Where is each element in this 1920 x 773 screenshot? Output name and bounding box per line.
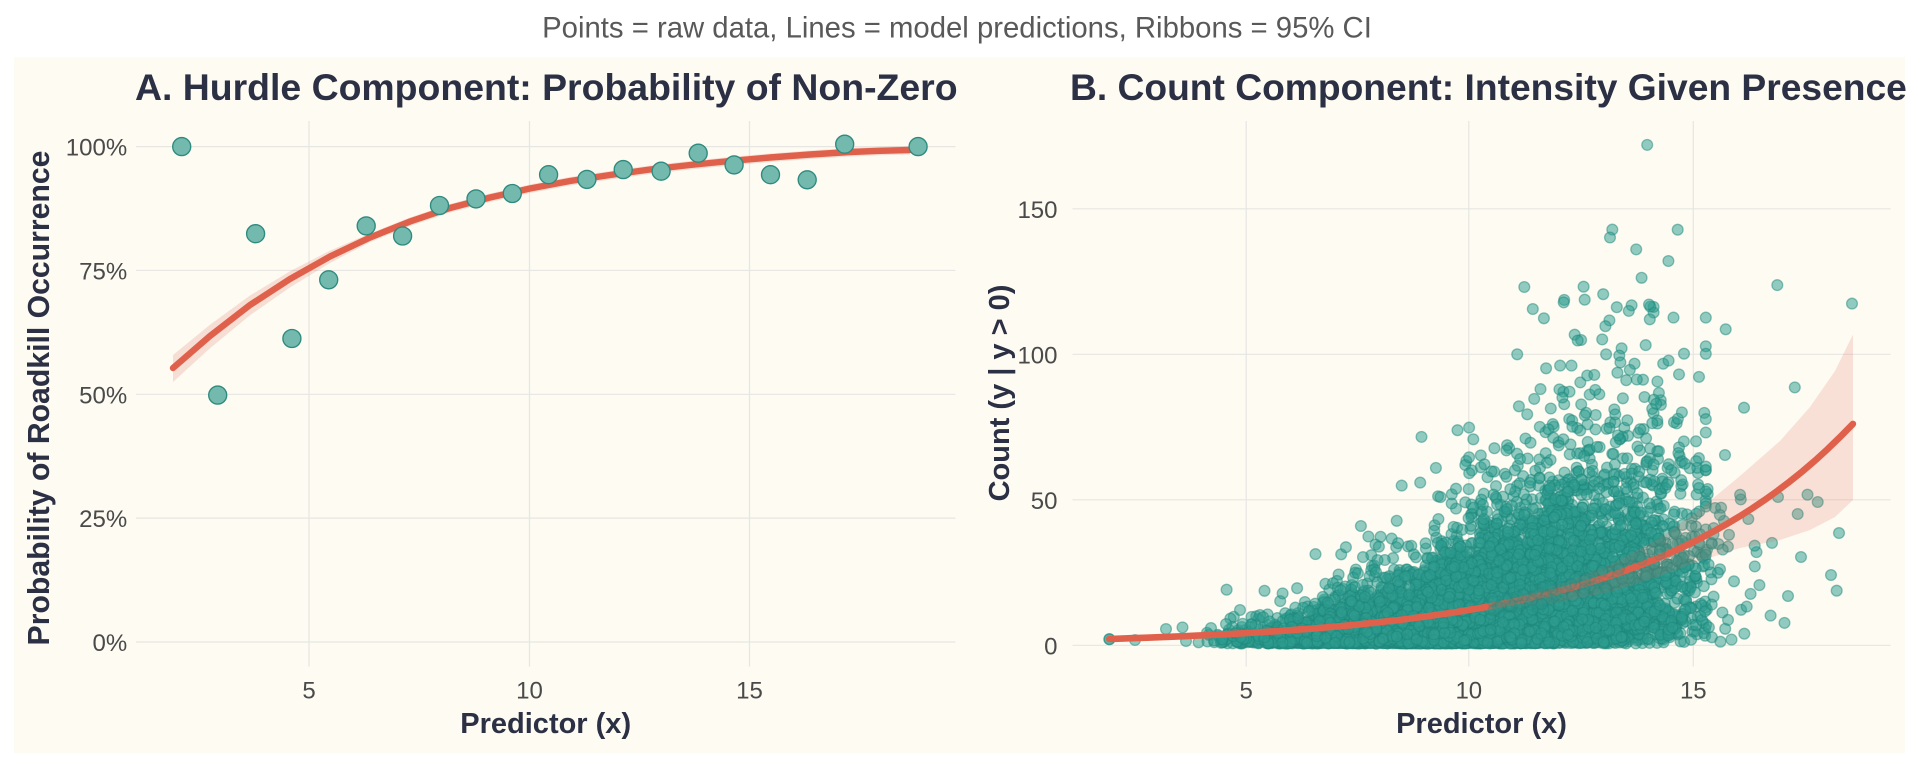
- svg-text:B. Count Component: Intensity: B. Count Component: Intensity Given Pres…: [1070, 66, 1907, 108]
- svg-text:Points = raw data, Lines = mod: Points = raw data, Lines = model predict…: [542, 12, 1372, 45]
- svg-text:A. Hurdle Component: Probabili: A. Hurdle Component: Probability of Non-…: [135, 66, 958, 108]
